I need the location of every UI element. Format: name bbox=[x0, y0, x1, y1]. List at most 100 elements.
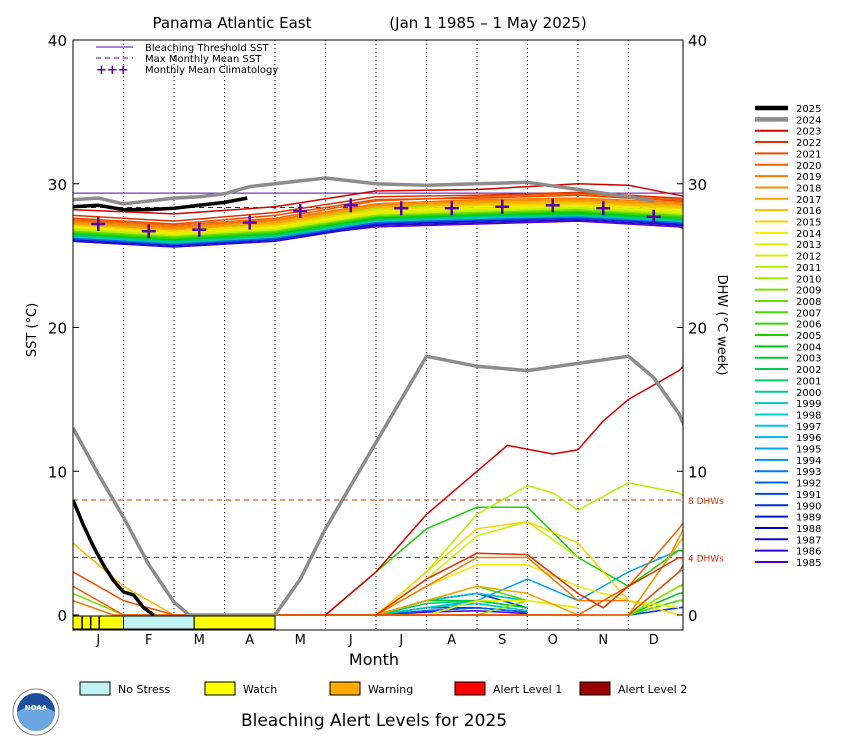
year-legend-label: 2022 bbox=[796, 138, 821, 149]
year-legend-label: 2002 bbox=[796, 365, 821, 376]
x-tick-label: J bbox=[398, 633, 403, 648]
alert-legend-swatch bbox=[329, 681, 361, 696]
year-legend-label: 2014 bbox=[796, 229, 821, 240]
year-legend-label: 1995 bbox=[796, 445, 821, 456]
sst-line-2023 bbox=[73, 183, 683, 215]
dhw-line-2018 bbox=[627, 528, 683, 616]
x-tick-label: A bbox=[245, 633, 254, 648]
year-legend-label: 1989 bbox=[796, 513, 821, 524]
dhw-threshold-label: 4 DHWs bbox=[688, 555, 724, 565]
dhw-line-2017 bbox=[375, 585, 579, 616]
year-legend-label: 1987 bbox=[796, 535, 821, 546]
year-legend-label: 2012 bbox=[796, 252, 821, 263]
year-legend-label: 1988 bbox=[796, 524, 821, 535]
year-legend-label: 2005 bbox=[796, 331, 821, 342]
plot-legend: Bleaching Threshold SST Max Monthly Mean… bbox=[96, 43, 278, 78]
year-legend-label: 1998 bbox=[796, 410, 821, 421]
y-tick-label-right: 10 bbox=[688, 463, 707, 481]
year-legend-label: 2024 bbox=[796, 115, 821, 126]
year-legend-label: 1994 bbox=[796, 456, 821, 467]
plot-frame bbox=[72, 39, 684, 631]
dhw-line-2024 bbox=[73, 354, 683, 617]
legend-climatology-label: Monthly Mean Climatology bbox=[145, 65, 278, 76]
dhw-line-1995 bbox=[375, 549, 683, 616]
year-legend-label: 2020 bbox=[796, 161, 821, 172]
y-tick-label-right: 30 bbox=[688, 176, 707, 194]
alert-bar-segment bbox=[123, 615, 195, 630]
dhw-line-2023 bbox=[325, 365, 683, 616]
x-tick-label: S bbox=[498, 633, 506, 648]
legend-climatology-swatch: +++ bbox=[96, 63, 129, 78]
year-legend-label: 2025 bbox=[796, 104, 821, 115]
x-tick-label: J bbox=[95, 633, 100, 648]
y-tick-label-right: 20 bbox=[688, 320, 707, 338]
y-axis-label-right: DHW (°C week) bbox=[714, 275, 729, 376]
dhw-line-2004 bbox=[628, 592, 683, 616]
x-tick-label: D bbox=[649, 633, 659, 648]
y-tick-label-right: 40 bbox=[688, 32, 707, 50]
year-legend-label: 1996 bbox=[796, 433, 821, 444]
alert-legend-swatch bbox=[204, 681, 236, 696]
noaa-logo-text: NOAA bbox=[25, 704, 48, 712]
year-legend-label: 2018 bbox=[796, 183, 821, 194]
legend-threshold-label: Bleaching Threshold SST bbox=[145, 43, 270, 54]
sst-line-2013 bbox=[73, 206, 683, 235]
x-tick-label: M bbox=[295, 633, 306, 648]
sst-line-2024 bbox=[73, 176, 655, 206]
year-legend-label: 1997 bbox=[796, 422, 821, 433]
year-legend-label: 2017 bbox=[796, 195, 821, 206]
alert-legend-swatch bbox=[579, 681, 611, 696]
year-legend-label: 2016 bbox=[796, 206, 821, 217]
year-legend-label: 1993 bbox=[796, 467, 821, 478]
y-tick-label-left: 20 bbox=[48, 320, 67, 338]
year-legend-label: 2015 bbox=[796, 218, 821, 229]
alert-legend-label: No Stress bbox=[118, 683, 171, 696]
x-axis-label: Month bbox=[349, 650, 399, 669]
dhw-threshold-label: 8 DHWs bbox=[688, 497, 724, 507]
year-legend-label: 2009 bbox=[796, 286, 821, 297]
year-legend-label: 1992 bbox=[796, 479, 821, 490]
sst-line-2006 bbox=[73, 210, 683, 240]
chart-title: Panama Atlantic East bbox=[152, 14, 311, 32]
year-legend-label: 2001 bbox=[796, 376, 821, 387]
sst-line-1999 bbox=[73, 214, 683, 244]
dhw-line-2025 bbox=[73, 499, 155, 617]
year-legend-label: 1991 bbox=[796, 490, 821, 501]
sst-line-2022 bbox=[73, 191, 683, 222]
sst-line-2018 bbox=[73, 198, 683, 230]
dhw-series-group bbox=[73, 354, 683, 617]
year-legend-label: 1986 bbox=[796, 547, 821, 558]
dhw-line-2010 bbox=[628, 583, 683, 616]
dhw-line-1992 bbox=[375, 607, 528, 616]
month-grid bbox=[123, 40, 629, 630]
year-legend-label: 2019 bbox=[796, 172, 821, 183]
year-legend-label: 2021 bbox=[796, 149, 821, 160]
x-tick-label: M bbox=[194, 633, 205, 648]
dhw-line-2011 bbox=[375, 482, 683, 616]
year-legend-label: 2023 bbox=[796, 127, 821, 138]
noaa-logo: NOAA bbox=[12, 688, 60, 736]
sst-line-1986 bbox=[73, 218, 683, 248]
dhw-line-1991 bbox=[628, 606, 683, 616]
alert-bar bbox=[72, 615, 276, 630]
year-legend-label: 1990 bbox=[796, 501, 821, 512]
alert-legend-label: Alert Level 1 bbox=[493, 683, 562, 696]
sst-line-1989 bbox=[73, 217, 683, 247]
climatology-markers bbox=[91, 198, 661, 239]
alert-legend-title: Bleaching Alert Levels for 2025 bbox=[241, 711, 507, 731]
dhw-line-2021 bbox=[73, 563, 683, 616]
year-legend-label: 2004 bbox=[796, 342, 821, 353]
x-tick-label: J bbox=[348, 633, 353, 648]
year-legend-label: 2003 bbox=[796, 354, 821, 365]
year-legend-label: 1985 bbox=[796, 558, 821, 569]
x-tick-label: F bbox=[145, 633, 152, 648]
x-tick-label: O bbox=[548, 633, 558, 648]
year-legend-label: 2010 bbox=[796, 274, 821, 285]
sst-line-2017 bbox=[73, 200, 683, 231]
legend-mmm-label: Max Monthly Mean SST bbox=[145, 54, 262, 65]
x-tick-label: A bbox=[447, 633, 456, 648]
y-tick-label-right: 0 bbox=[688, 607, 698, 625]
year-legend-label: 2006 bbox=[796, 320, 821, 331]
